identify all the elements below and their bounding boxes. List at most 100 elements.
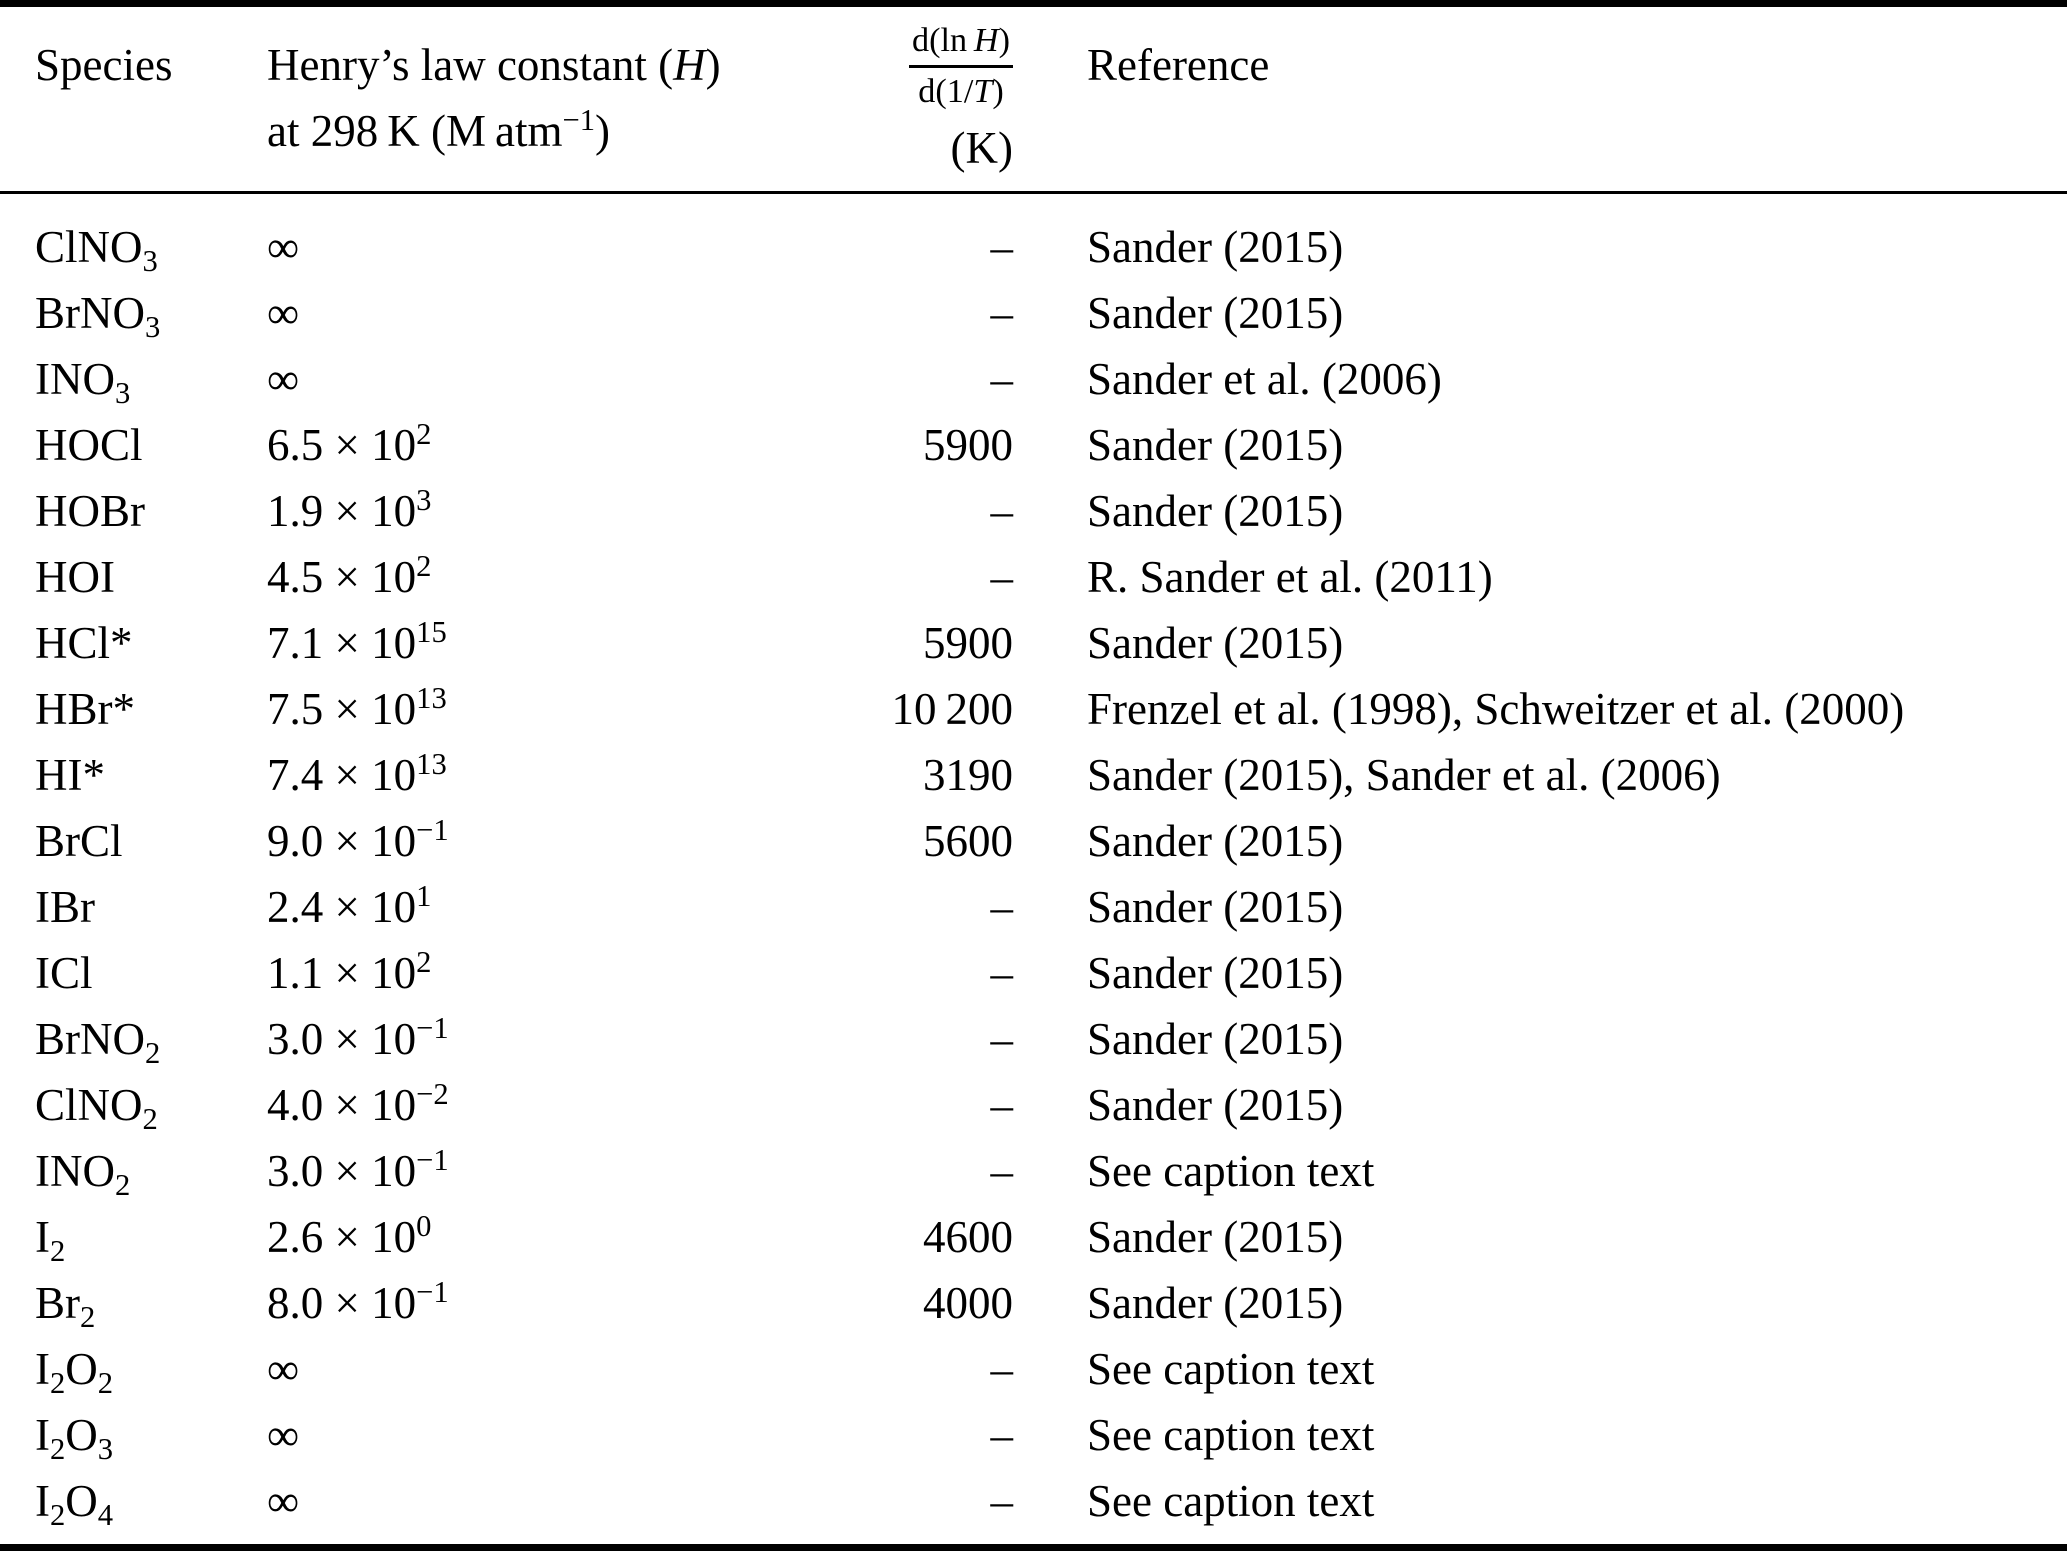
reference-cell: R. Sander et al. (2011): [1087, 552, 1493, 603]
henry-cell: ∞: [267, 288, 300, 339]
henry-cell: 7.1 × 1015: [267, 615, 447, 669]
henry-cell: 1.1 × 102: [267, 945, 432, 999]
slope-cell: –: [990, 288, 1014, 339]
table-row: BrNO2 3.0 × 10−1 – Sander (2015): [0, 1006, 2067, 1072]
table-row: BrNO3 ∞ – Sander (2015): [0, 280, 2067, 346]
reference-cell: Sander (2015): [1087, 948, 1344, 999]
henry-cell: ∞: [267, 1476, 300, 1527]
species-cell: I2O3: [35, 1410, 114, 1466]
henry-cell: 3.0 × 10−1: [267, 1011, 449, 1065]
slope-cell: –: [990, 948, 1014, 999]
slope-cell: 5900: [923, 420, 1013, 471]
slope-header-numerator: d(ln H): [908, 21, 1013, 69]
henry-cell: ∞: [267, 1344, 300, 1395]
reference-cell: See caption text: [1087, 1476, 1375, 1527]
slope-cell: –: [990, 1410, 1014, 1461]
table-row: ClNO3 ∞ – Sander (2015): [0, 193, 2067, 281]
species-cell: Br2: [35, 1278, 96, 1334]
species-cell: IBr: [35, 882, 95, 933]
table-row: Br2 8.0 × 10−1 4000 Sander (2015): [0, 1270, 2067, 1336]
col-header-henry: Henry’s law constant (H) at 298 K (M atm…: [267, 4, 870, 193]
species-cell: HOBr: [35, 486, 145, 537]
table-row: I2 2.6 × 100 4600 Sander (2015): [0, 1204, 2067, 1270]
reference-cell: See caption text: [1087, 1410, 1375, 1461]
reference-cell: Sander (2015): [1087, 222, 1344, 273]
table-row: ICl 1.1 × 102 – Sander (2015): [0, 940, 2067, 1006]
slope-header-unit: (K): [950, 123, 1013, 174]
species-cell: HBr*: [35, 684, 135, 735]
slope-header-denominator: d(1/T): [918, 73, 1004, 111]
henry-cell: 6.5 × 102: [267, 417, 432, 471]
slope-cell: 3190: [923, 750, 1013, 801]
species-cell: HOCl: [35, 420, 143, 471]
table-row: HOCl 6.5 × 102 5900 Sander (2015): [0, 412, 2067, 478]
header-row: Species Henry’s law constant (H) at 298 …: [0, 4, 2067, 193]
slope-cell: 10 200: [891, 684, 1013, 735]
species-cell: I2O2: [35, 1344, 114, 1400]
species-cell: BrNO3: [35, 288, 161, 344]
reference-cell: See caption text: [1087, 1344, 1375, 1395]
species-cell: ClNO3: [35, 222, 158, 278]
henry-cell: 4.5 × 102: [267, 549, 432, 603]
slope-cell: –: [990, 552, 1014, 603]
reference-cell: Sander (2015): [1087, 420, 1344, 471]
reference-cell: Sander (2015): [1087, 1278, 1344, 1329]
reference-header-label: Reference: [1087, 40, 1270, 90]
reference-cell: See caption text: [1087, 1146, 1375, 1197]
table-row: HBr* 7.5 × 1013 10 200 Frenzel et al. (1998…: [0, 676, 2067, 742]
species-cell: ICl: [35, 948, 93, 999]
reference-cell: Sander (2015): [1087, 882, 1344, 933]
reference-cell: Sander (2015): [1087, 816, 1344, 867]
table-row: HOBr 1.9 × 103 – Sander (2015): [0, 478, 2067, 544]
slope-cell: –: [990, 882, 1014, 933]
henry-cell: 4.0 × 10−2: [267, 1077, 449, 1131]
species-cell: HOI: [35, 552, 115, 603]
col-header-species: Species: [0, 4, 267, 193]
slope-cell: –: [990, 1146, 1014, 1197]
henry-cell: 2.6 × 100: [267, 1209, 432, 1263]
reference-cell: Sander (2015): [1087, 486, 1344, 537]
species-cell: HI*: [35, 750, 105, 801]
reference-cell: Sander (2015): [1087, 1014, 1344, 1065]
slope-cell: 4600: [923, 1212, 1013, 1263]
reference-cell: Sander (2015): [1087, 1080, 1344, 1131]
slope-cell: 4000: [923, 1278, 1013, 1329]
henry-cell: 1.9 × 103: [267, 483, 432, 537]
slope-cell: –: [990, 1080, 1014, 1131]
table-row: HI* 7.4 × 1013 3190 Sander (2015), Sander e…: [0, 742, 2067, 808]
species-cell: I2: [35, 1212, 66, 1268]
henry-header-line1: Henry’s law constant (H): [267, 40, 721, 90]
henry-cell: 7.4 × 1013: [267, 747, 447, 801]
henry-cell: 3.0 × 10−1: [267, 1143, 449, 1197]
slope-cell: –: [990, 354, 1014, 405]
species-cell: I2O4: [35, 1476, 114, 1532]
species-cell: INO2: [35, 1146, 131, 1202]
reference-cell: Sander (2015): [1087, 1212, 1344, 1263]
henry-cell: 2.4 × 101: [267, 879, 432, 933]
table-row: IBr 2.4 × 101 – Sander (2015): [0, 874, 2067, 940]
table-row: ClNO2 4.0 × 10−2 – Sander (2015): [0, 1072, 2067, 1138]
table-row: I2O4 ∞ – See caption text: [0, 1468, 2067, 1548]
table-row: INO3 ∞ – Sander et al. (2006): [0, 346, 2067, 412]
table-row: BrCl 9.0 × 10−1 5600 Sander (2015): [0, 808, 2067, 874]
slope-cell: –: [990, 486, 1014, 537]
reference-cell: Sander (2015), Sander et al. (2006): [1087, 750, 1721, 801]
slope-cell: –: [990, 222, 1014, 273]
table-row: HCl* 7.1 × 1015 5900 Sander (2015): [0, 610, 2067, 676]
reference-cell: Sander (2015): [1087, 618, 1344, 669]
table-row: INO2 3.0 × 10−1 – See caption text: [0, 1138, 2067, 1204]
species-cell: ClNO2: [35, 1080, 158, 1136]
species-header-label: Species: [35, 40, 173, 90]
slope-header-fraction: d(ln H) d(1/T): [908, 21, 1013, 113]
slope-cell: –: [990, 1014, 1014, 1065]
henry-cell: 7.5 × 1013: [267, 681, 447, 735]
species-cell: BrNO2: [35, 1014, 161, 1070]
reference-cell: Sander (2015): [1087, 288, 1344, 339]
species-cell: BrCl: [35, 816, 123, 867]
henry-cell: ∞: [267, 1410, 300, 1461]
reference-cell: Frenzel et al. (1998), Schweitzer et al.…: [1087, 684, 1905, 735]
table-row: I2O2 ∞ – See caption text: [0, 1336, 2067, 1402]
slope-cell: 5900: [923, 618, 1013, 669]
